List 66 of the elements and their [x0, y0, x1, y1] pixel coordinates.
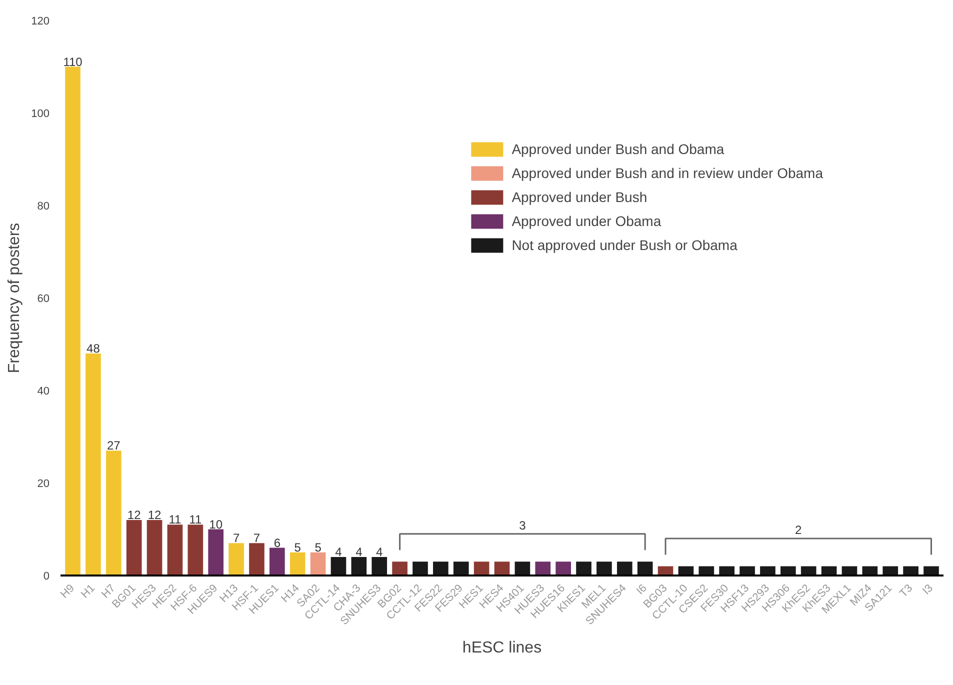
data-label: 10	[209, 517, 223, 532]
data-label: 27	[106, 438, 121, 453]
bar	[126, 520, 142, 576]
y-tick-label: 120	[31, 16, 50, 28]
legend-label: Approved under Bush and in review under Obama	[512, 165, 823, 181]
x-tick-label: I3	[920, 582, 936, 598]
data-label: 12	[127, 508, 142, 522]
bar	[453, 562, 469, 576]
legend-label: Approved under Obama	[512, 213, 662, 229]
data-label: 11	[168, 512, 182, 527]
data-label: 4	[376, 545, 384, 559]
bar	[290, 552, 306, 576]
bar	[556, 562, 571, 576]
y-tick-label: 80	[37, 200, 50, 212]
bar	[330, 557, 346, 576]
legend-label: Approved under Bush	[512, 189, 648, 205]
bar	[392, 562, 408, 576]
bar	[494, 562, 510, 576]
x-tick-label: H7	[99, 582, 118, 601]
bar	[637, 562, 653, 576]
bar	[474, 562, 490, 576]
data-label: 4	[356, 545, 363, 559]
bar	[106, 450, 122, 576]
bar	[188, 524, 204, 576]
annotation: 3	[519, 518, 526, 532]
x-tick-label: H1	[79, 582, 98, 601]
y-tick-label: 60	[37, 293, 50, 305]
data-label: 5	[314, 540, 322, 554]
data-label: 110	[63, 54, 83, 69]
data-label: 48	[86, 342, 100, 356]
data-label: 11	[189, 512, 202, 527]
bar	[167, 524, 183, 576]
data-label: 12	[148, 508, 162, 522]
bar	[514, 562, 530, 576]
data-label: 6	[274, 536, 281, 550]
bar	[65, 66, 80, 576]
bar	[433, 562, 448, 576]
bar	[372, 557, 388, 576]
x-tick-label: H9	[58, 582, 78, 601]
data-label: 4	[335, 545, 342, 559]
bar	[596, 562, 612, 576]
legend-label: Approved under Bush and Obama	[512, 141, 724, 157]
bar	[208, 529, 224, 576]
x-axis-title: hESC lines	[462, 640, 542, 657]
data-label: 7	[253, 531, 260, 546]
data-label: 7	[232, 531, 240, 546]
x-tick-label: T3	[897, 582, 916, 600]
y-tick-label: 0	[43, 570, 50, 582]
bar	[269, 548, 285, 576]
bar	[535, 562, 551, 576]
bar	[86, 354, 101, 576]
y-tick-label: 20	[37, 478, 50, 490]
bar	[616, 562, 632, 576]
bar	[576, 562, 592, 576]
data-label: 5	[294, 540, 302, 554]
y-axis-title: Frequency of posters	[6, 222, 24, 374]
y-tick-label: 40	[37, 386, 50, 398]
bar	[412, 562, 428, 576]
legend-label: Not approved under Bush or Obama	[512, 237, 738, 253]
bar	[310, 552, 326, 576]
bar	[146, 520, 162, 576]
bar	[228, 543, 244, 576]
bar	[249, 543, 264, 576]
y-tick-label: 100	[31, 108, 50, 120]
annotation: 2	[795, 522, 802, 537]
bar	[351, 557, 367, 576]
